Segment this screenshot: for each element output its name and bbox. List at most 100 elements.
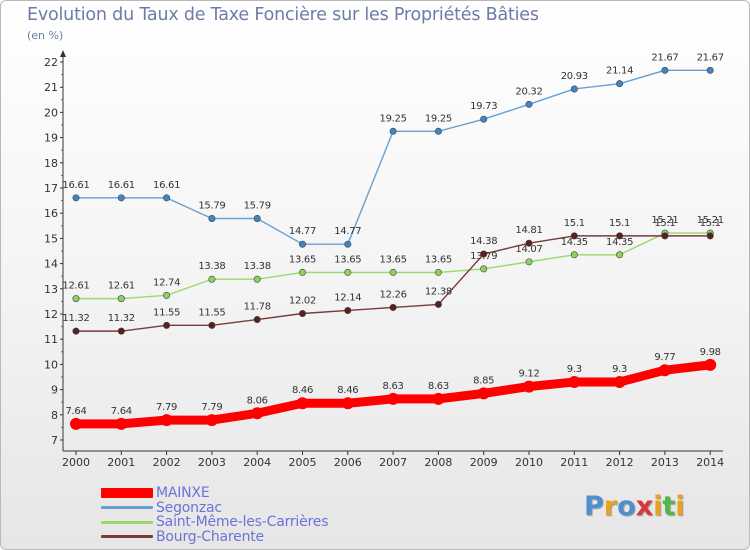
- data-point: [477, 387, 490, 400]
- data-point: [163, 291, 171, 299]
- x-tick-label: 2014: [696, 456, 724, 469]
- y-tick-label: 11: [44, 333, 58, 346]
- data-label: 21.14: [606, 66, 633, 77]
- data-label: 8.85: [473, 375, 494, 386]
- data-label: 14.81: [515, 225, 542, 236]
- legend-label: MAINXE: [156, 485, 210, 502]
- data-label: 11.78: [244, 302, 271, 313]
- data-point: [616, 80, 624, 88]
- x-tick-label: 2010: [515, 456, 543, 469]
- data-label: 9.77: [654, 352, 675, 363]
- logo-letter: P: [584, 491, 604, 522]
- data-point: [480, 115, 488, 123]
- data-label: 9.3: [567, 364, 582, 375]
- x-tick-label: 2006: [334, 456, 362, 469]
- data-point: [70, 417, 82, 430]
- x-tick-label: 2013: [651, 456, 679, 469]
- data-point: [613, 376, 626, 389]
- data-label: 13.38: [198, 261, 225, 272]
- data-point: [208, 275, 216, 283]
- data-point: [253, 316, 261, 324]
- x-tick-label: 2008: [424, 456, 452, 469]
- data-point: [704, 358, 717, 371]
- data-label: 7.64: [111, 406, 132, 417]
- chart-title: Evolution du Taux de Taxe Foncière sur l…: [27, 5, 539, 25]
- y-tick-label: 20: [44, 106, 58, 119]
- data-point: [72, 194, 80, 202]
- y-tick-label: 19: [44, 132, 58, 145]
- data-label: 9.12: [518, 369, 539, 380]
- y-tick-label: 13: [44, 283, 58, 296]
- data-label: 15.1: [654, 218, 675, 229]
- data-point: [661, 232, 669, 240]
- logo-letter: t: [662, 491, 676, 522]
- data-label: 7.79: [156, 402, 177, 413]
- legend-label: Saint-Même-les-Carrières: [156, 514, 329, 531]
- x-tick-label: 2009: [470, 456, 498, 469]
- data-label: 15.1: [564, 218, 585, 229]
- data-point: [117, 295, 125, 303]
- y-tick-label: 12: [44, 308, 58, 321]
- data-point: [115, 417, 128, 430]
- data-point: [389, 303, 397, 311]
- data-point: [163, 194, 171, 202]
- data-point: [298, 309, 306, 317]
- data-point: [568, 376, 581, 389]
- legend-item: Segonzac: [101, 500, 328, 516]
- data-point: [253, 275, 261, 283]
- legend-item: Saint-Même-les-Carrières: [101, 514, 329, 531]
- data-point: [570, 251, 578, 259]
- proxiti-logo: Proxiti: [584, 491, 685, 522]
- y-tick-label: 16: [44, 207, 58, 220]
- y-tick-label: 10: [44, 358, 58, 371]
- data-point: [253, 214, 261, 222]
- y-axis-arrow: [60, 50, 66, 57]
- data-label: 15.21: [651, 215, 678, 226]
- x-tick-label: 2003: [198, 456, 226, 469]
- logo-letter: x: [635, 491, 654, 522]
- data-label: 14.38: [470, 236, 497, 247]
- data-label: 16.61: [108, 180, 135, 191]
- data-label: 7.64: [65, 406, 86, 417]
- data-label: 12.26: [380, 289, 407, 300]
- data-label: 16.61: [153, 180, 180, 191]
- data-label: 11.32: [108, 313, 135, 324]
- data-point: [298, 268, 306, 276]
- data-label: 13.38: [244, 261, 271, 272]
- y-tick-label: 18: [44, 157, 58, 170]
- data-label: 8.46: [337, 385, 358, 396]
- data-point: [570, 85, 578, 93]
- x-tick-label: 2011: [560, 456, 588, 469]
- y-tick-label: 17: [44, 182, 58, 195]
- data-point: [389, 127, 397, 135]
- data-point: [525, 258, 533, 266]
- data-point: [296, 397, 309, 410]
- data-label: 19.25: [380, 113, 407, 124]
- data-label: 9.98: [700, 347, 721, 358]
- data-point: [480, 265, 488, 273]
- data-label: 14.77: [334, 226, 361, 237]
- data-point: [117, 194, 125, 202]
- data-label: 19.73: [470, 101, 497, 112]
- data-point: [480, 250, 488, 258]
- data-point: [72, 295, 80, 303]
- x-tick-label: 2004: [243, 456, 271, 469]
- data-label: 15.1: [609, 218, 630, 229]
- data-point: [523, 380, 535, 393]
- data-point: [117, 327, 125, 335]
- data-point: [434, 127, 442, 135]
- data-label: 12.38: [425, 286, 452, 297]
- x-tick-label: 2005: [289, 456, 317, 469]
- data-point: [205, 414, 218, 427]
- data-label: 11.55: [153, 307, 180, 318]
- data-point: [163, 321, 171, 329]
- data-point: [344, 306, 352, 314]
- data-point: [389, 268, 397, 276]
- data-label: 14.35: [561, 237, 588, 248]
- data-label: 12.61: [108, 281, 135, 292]
- data-label: 8.46: [292, 385, 313, 396]
- y-unit-label: (en %): [27, 29, 64, 42]
- data-point: [344, 240, 352, 248]
